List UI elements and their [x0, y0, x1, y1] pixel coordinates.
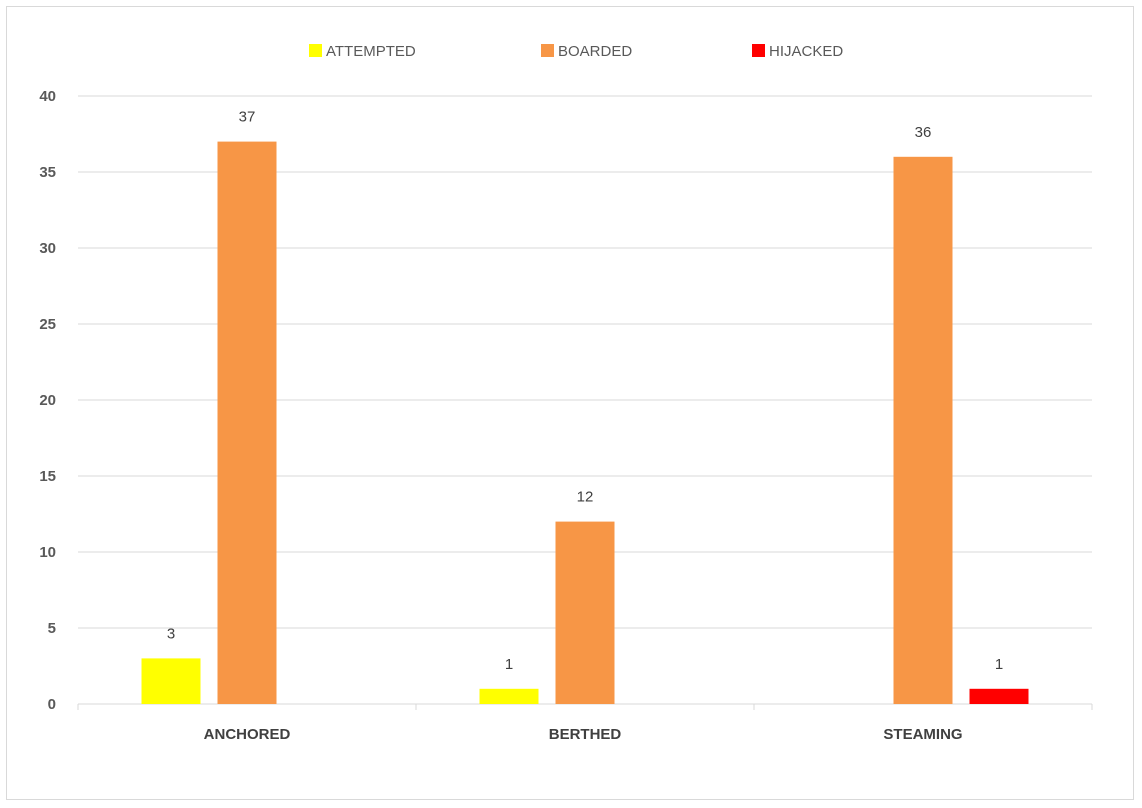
data-labels: 3 37 1 12 36 1: [167, 109, 1003, 673]
y-axis-tick-labels: 0 5 10 15 20 25 30 35 40: [39, 88, 56, 713]
y-tick-label: 20: [39, 392, 56, 409]
y-tick-label: 25: [39, 316, 56, 333]
legend-label: BOARDED: [558, 43, 632, 60]
data-label: 1: [505, 656, 513, 673]
legend-swatch-boarded: [541, 44, 554, 57]
y-tick-label: 30: [39, 240, 56, 257]
y-tick-label: 10: [39, 544, 56, 561]
data-label: 3: [167, 625, 175, 642]
bar-boarded-berthed: [555, 521, 615, 704]
legend-label: HIJACKED: [769, 43, 843, 60]
bar-boarded-steaming: [893, 156, 953, 705]
legend: ATTEMPTED BOARDED HIJACKED: [309, 43, 843, 60]
data-label: 36: [915, 124, 932, 141]
category-label: BERTHED: [549, 726, 622, 743]
bars: [141, 141, 1029, 705]
legend-swatch-hijacked: [752, 44, 765, 57]
bar-attempted-berthed: [479, 688, 539, 704]
bar-hijacked-steaming: [969, 688, 1029, 704]
legend-swatch-attempted: [309, 44, 322, 57]
x-axis-category-labels: ANCHORED BERTHED STEAMING: [204, 726, 963, 743]
bar-boarded-anchored: [217, 141, 277, 705]
category-label: STEAMING: [883, 726, 962, 743]
data-label: 37: [239, 109, 256, 126]
data-label: 12: [577, 489, 594, 506]
y-tick-label: 0: [48, 696, 56, 713]
legend-label: ATTEMPTED: [326, 43, 416, 60]
category-label: ANCHORED: [204, 726, 291, 743]
bar-attempted-anchored: [141, 658, 201, 704]
y-tick-label: 15: [39, 468, 56, 485]
y-tick-label: 5: [48, 620, 56, 637]
data-label: 1: [995, 656, 1003, 673]
y-tick-label: 35: [39, 164, 56, 181]
y-tick-label: 40: [39, 88, 56, 105]
